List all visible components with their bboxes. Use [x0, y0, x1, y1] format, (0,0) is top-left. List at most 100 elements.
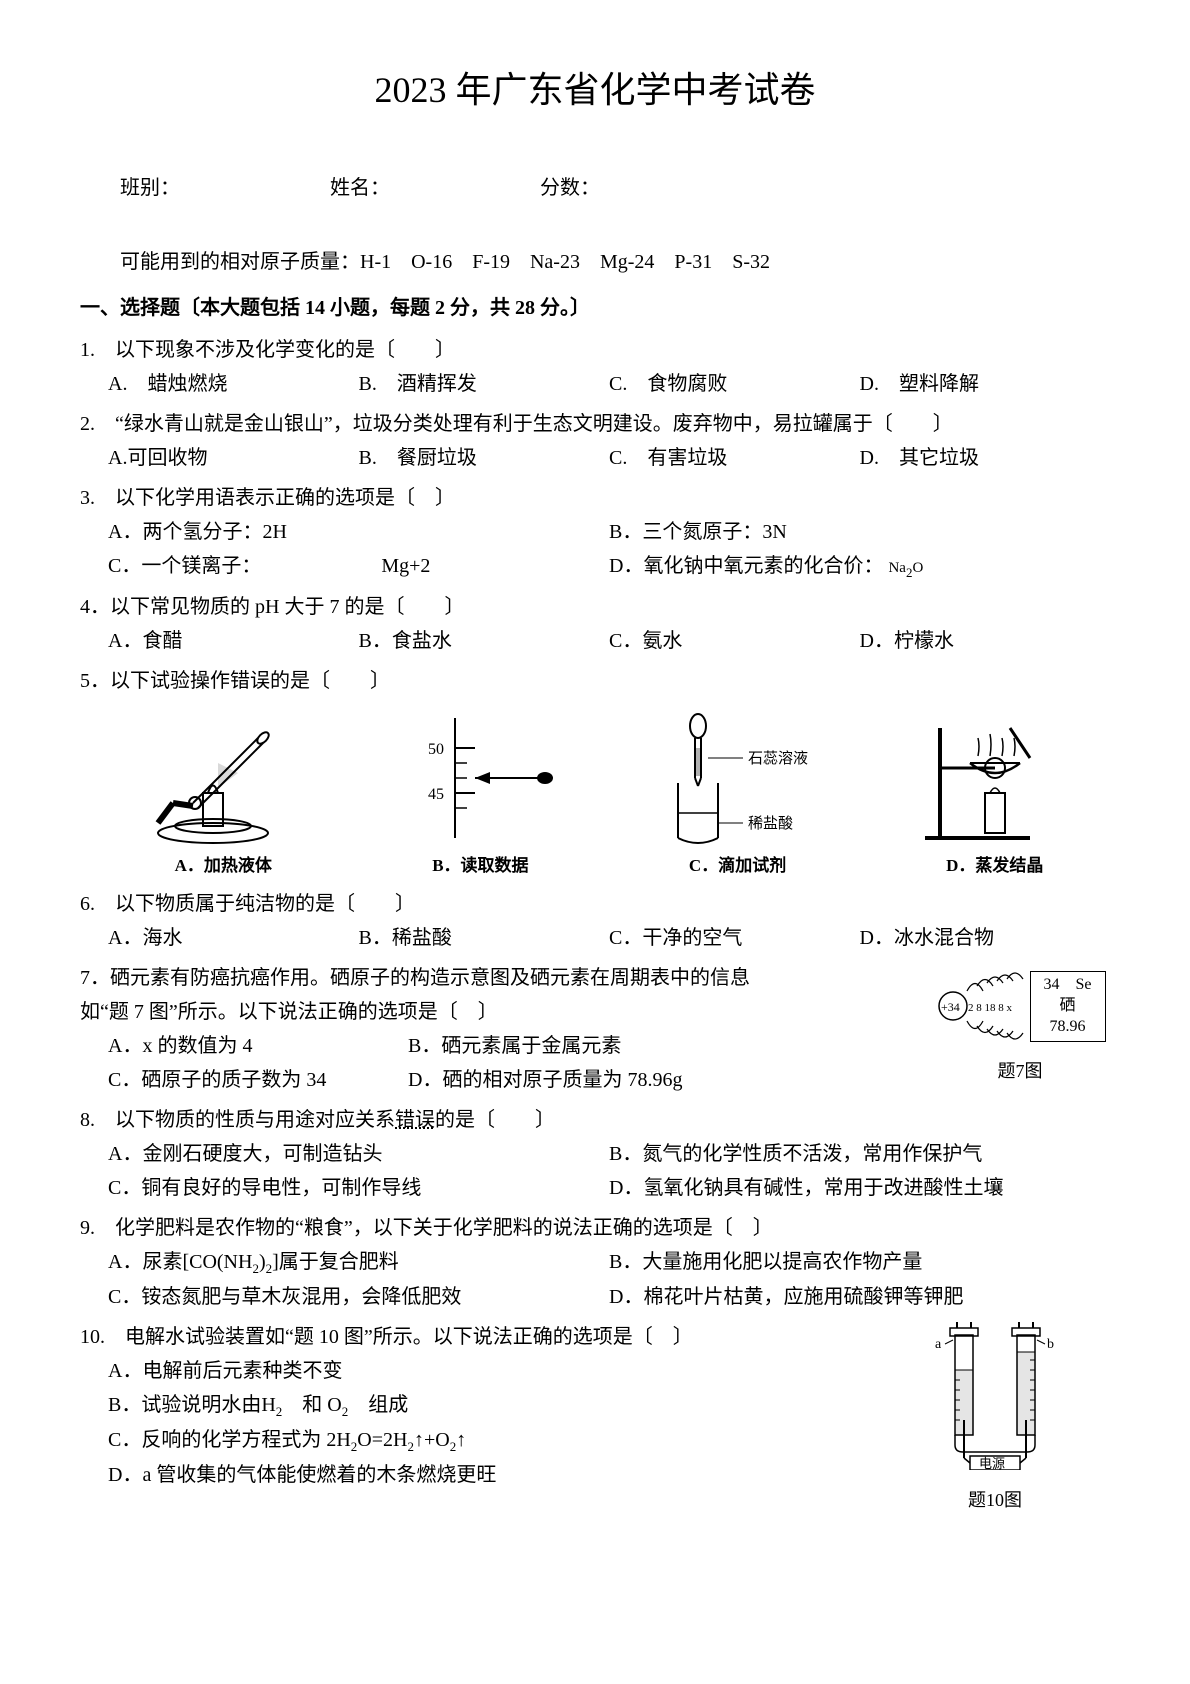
question-7: 7．硒元素有防癌抗癌作用。硒原子的构造示意图及硒元素在周期表中的信息 如“题 7… — [80, 961, 1110, 1097]
se-mid: 硒 — [1031, 996, 1105, 1017]
q10-opt-b: B．试验说明水由H2 和 O2 组成 — [108, 1388, 840, 1423]
svg-text:a: a — [935, 1337, 942, 1352]
se-top: 34 Se — [1031, 975, 1105, 996]
q7-fig-label: 题7图 — [930, 1056, 1110, 1087]
q3-opt-d: D．氧化钠中氧元素的化合价： Na2O — [609, 549, 1110, 584]
q5-cap-b: B．读取数据 — [365, 852, 595, 881]
q10-opt-d: D．a 管收集的气体能使燃着的木条燃烧更旺 — [108, 1458, 840, 1492]
q5-img-a: A．加热液体 — [108, 708, 338, 881]
q10-stem: 10. 电解水试验装置如“题 10 图”所示。以下说法正确的选项是〔 〕 — [80, 1320, 840, 1354]
q9a-pre: A．尿素[CO(NH — [108, 1251, 252, 1273]
q9-stem: 9. 化学肥料是农作物的“粮食”，以下关于化学肥料的说法正确的选项是〔 〕 — [80, 1211, 1110, 1245]
question-2: 2. “绿水青山就是金山银山”，垃圾分类处理有利于生态文明建设。废弃物中，易拉罐… — [80, 407, 1110, 475]
page-title: 2023 年广东省化学中考试卷 — [80, 60, 1110, 121]
q10-opt-a: A．电解前后元素种类不变 — [108, 1354, 840, 1388]
q1-stem: 1. 以下现象不涉及化学变化的是〔 〕 — [80, 333, 1110, 367]
q1-opt-a: A. 蜡烛燃烧 — [108, 367, 359, 401]
q4-opt-d: D．柠檬水 — [860, 624, 1111, 658]
q7-stem1: 7．硒元素有防癌抗癌作用。硒原子的构造示意图及硒元素在周期表中的信息 — [80, 961, 800, 995]
q1-opt-b: B. 酒精挥发 — [359, 367, 610, 401]
q6-opt-b: B．稀盐酸 — [359, 921, 610, 955]
score-label: 分数： — [540, 171, 600, 205]
atom-structure-icon: +34 2 8 18 8 x — [935, 961, 1025, 1041]
svg-text:石蕊溶液: 石蕊溶液 — [748, 750, 808, 767]
se-bot: 78.96 — [1031, 1017, 1105, 1038]
question-6: 6. 以下物质属于纯洁物的是〔 〕 A．海水 B．稀盐酸 C．干净的空气 D．冰… — [80, 887, 1110, 955]
question-10: 10. 电解水试验装置如“题 10 图”所示。以下说法正确的选项是〔 〕 A．电… — [80, 1320, 1110, 1492]
q4-stem: 4．以下常见物质的 pH 大于 7 的是〔 〕 — [80, 590, 1110, 624]
q3-opt-a: A．两个氢分子：2H — [108, 515, 609, 549]
q10c-m2: ↑+O — [414, 1429, 450, 1451]
q4-opt-c: C．氨水 — [609, 624, 860, 658]
q5-img-d: D．蒸发结晶 — [880, 708, 1110, 881]
q3-stem: 3. 以下化学用语表示正确的选项是〔 〕 — [80, 481, 1110, 515]
section-1-title: 一、选择题〔本大题包括 14 小题，每题 2 分，共 28 分。〕 — [80, 291, 1110, 325]
q10-opt-c: C．反响的化学方程式为 2H2O=2H2↑+O2↑ — [108, 1423, 840, 1458]
q3c-val: Mg+2 — [381, 555, 430, 577]
q9-opt-c: C．铵态氮肥与草木灰混用，会降低肥效 — [108, 1280, 609, 1314]
q10-fig-label: 题10图 — [910, 1485, 1080, 1516]
q7-opt-b: B．硒元素属于金属元素 — [408, 1029, 708, 1063]
q8-opt-c: C．铜有良好的导电性，可制作导线 — [108, 1171, 609, 1205]
q5-cap-d: D．蒸发结晶 — [880, 852, 1110, 881]
q8-stem: 8. 以下物质的性质与用途对应关系错误的是〔 〕 — [80, 1103, 1110, 1137]
q7-opt-a: A．x 的数值为 4 — [108, 1029, 408, 1063]
read-measurement-icon: 50 45 — [400, 708, 560, 848]
question-9: 9. 化学肥料是农作物的“粮食”，以下关于化学肥料的说法正确的选项是〔 〕 A．… — [80, 1211, 1110, 1314]
q3d-o: O — [912, 560, 923, 576]
q10-figure: a b 电源 — [910, 1320, 1080, 1516]
question-8: 8. 以下物质的性质与用途对应关系错误的是〔 〕 A．金刚石硬度大，可制造钻头 … — [80, 1103, 1110, 1205]
q3-opt-c: C．一个镁离子： Mg+2 — [108, 549, 609, 584]
q3d-pre: D．氧化钠中氧元素的化合价： — [609, 555, 883, 577]
q8-opt-d: D．氢氧化钠具有碱性，常用于改进酸性土壤 — [609, 1171, 1110, 1205]
q8-post: 的是〔 〕 — [435, 1109, 555, 1131]
atomic-mass-note: 可能用到的相对原子质量：H-1 O-16 F-19 Na-23 Mg-24 P-… — [120, 245, 1110, 279]
question-3: 3. 以下化学用语表示正确的选项是〔 〕 A．两个氢分子：2H B．三个氮原子：… — [80, 481, 1110, 584]
name-label: 姓名： — [330, 171, 390, 205]
svg-text:2 8 18 8 x: 2 8 18 8 x — [968, 1002, 1013, 1014]
q9-opt-d: D．棉花叶片枯黄，应施用硫酸钾等钾肥 — [609, 1280, 1110, 1314]
q2-opt-d: D. 其它垃圾 — [860, 441, 1111, 475]
q8-opt-b: B．氮气的化学性质不活泼，常用作保护气 — [609, 1137, 1110, 1171]
q2-stem: 2. “绿水青山就是金山银山”，垃圾分类处理有利于生态文明建设。废弃物中，易拉罐… — [80, 407, 1110, 441]
q5-cap-a: A．加热液体 — [108, 852, 338, 881]
q4-opt-b: B．食盐水 — [359, 624, 610, 658]
evaporation-icon — [920, 708, 1070, 848]
q6-opt-a: A．海水 — [108, 921, 359, 955]
electrolysis-icon: a b 电源 — [915, 1320, 1075, 1470]
q9a-post: ]属于复合肥料 — [272, 1251, 399, 1273]
q5-stem: 5．以下试验操作错误的是〔 〕 — [80, 664, 1110, 698]
question-5: 5．以下试验操作错误的是〔 〕 — [80, 664, 1110, 881]
heating-liquid-icon — [143, 708, 303, 848]
svg-text:+34: +34 — [941, 1000, 960, 1014]
q7-opt-d: D．硒的相对原子质量为 78.96g — [408, 1063, 708, 1097]
q4-opt-a: A．食醋 — [108, 624, 359, 658]
q3d-na: Na — [888, 560, 906, 576]
q2-opt-b: B. 餐厨垃圾 — [359, 441, 610, 475]
student-info-row: 班别： 姓名： 分数： — [120, 171, 1110, 205]
dropper-icon: 石蕊溶液 稀盐酸 — [653, 708, 823, 848]
q10c-m1: O=2H — [357, 1429, 407, 1451]
q3-opt-b: B．三个氮原子：3N — [609, 515, 1110, 549]
svg-text:45: 45 — [428, 786, 444, 803]
q8-pre: 8. 以下物质的性质与用途对应关系 — [80, 1109, 395, 1131]
q8-opt-a: A．金刚石硬度大，可制造钻头 — [108, 1137, 609, 1171]
q2-opt-a: A.可回收物 — [108, 441, 359, 475]
question-1: 1. 以下现象不涉及化学变化的是〔 〕 A. 蜡烛燃烧 B. 酒精挥发 C. 食… — [80, 333, 1110, 401]
q6-opt-c: C．干净的空气 — [609, 921, 860, 955]
q7-figure: +34 2 8 18 8 x 34 Se 硒 78.96 题7图 — [930, 961, 1110, 1087]
q5-cap-c: C．滴加试剂 — [622, 852, 852, 881]
q9-opt-b: B．大量施用化肥以提高农作物产量 — [609, 1245, 1110, 1280]
svg-text:稀盐酸: 稀盐酸 — [748, 815, 793, 832]
q5-img-c: 石蕊溶液 稀盐酸 C．滴加试剂 — [622, 708, 852, 881]
svg-text:b: b — [1047, 1337, 1054, 1352]
q5-img-b: 50 45 B．读取数据 — [365, 708, 595, 881]
q10b-post: 组成 — [348, 1394, 408, 1416]
q10c-post: ↑ — [456, 1429, 466, 1451]
svg-text:50: 50 — [428, 741, 444, 758]
q10c-pre: C．反响的化学方程式为 2H — [108, 1429, 351, 1451]
class-label: 班别： — [120, 171, 180, 205]
q6-opt-d: D．冰水混合物 — [860, 921, 1111, 955]
element-card: 34 Se 硒 78.96 — [1030, 971, 1106, 1041]
q1-opt-d: D. 塑料降解 — [860, 367, 1111, 401]
